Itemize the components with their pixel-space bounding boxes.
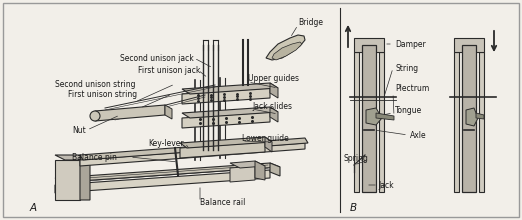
Polygon shape — [362, 45, 376, 192]
Polygon shape — [476, 113, 484, 119]
Text: Lower guide: Lower guide — [242, 134, 289, 143]
Polygon shape — [55, 170, 270, 193]
Polygon shape — [180, 142, 265, 158]
Text: First unison jack: First unison jack — [138, 66, 200, 75]
Polygon shape — [466, 108, 478, 126]
Text: Nut: Nut — [72, 125, 86, 134]
Text: Damper: Damper — [395, 40, 426, 48]
Polygon shape — [454, 52, 459, 192]
Polygon shape — [379, 52, 384, 192]
Text: Axle: Axle — [410, 130, 426, 139]
Polygon shape — [270, 107, 278, 122]
Text: First unison string: First unison string — [68, 90, 137, 99]
Polygon shape — [354, 52, 359, 192]
Text: Jack: Jack — [378, 180, 394, 189]
Text: Plectrum: Plectrum — [395, 84, 429, 92]
Text: Upper guides: Upper guides — [248, 73, 299, 82]
Text: String: String — [395, 64, 418, 73]
Text: Second unison jack: Second unison jack — [120, 53, 194, 62]
Polygon shape — [55, 163, 280, 182]
Polygon shape — [55, 160, 80, 200]
Text: Jack slides: Jack slides — [252, 101, 292, 110]
Text: B: B — [350, 203, 357, 213]
Polygon shape — [80, 155, 90, 200]
Polygon shape — [80, 143, 305, 166]
Text: Balance rail: Balance rail — [200, 198, 245, 207]
Text: A: A — [30, 203, 37, 213]
Polygon shape — [182, 83, 278, 94]
Polygon shape — [80, 138, 308, 160]
Polygon shape — [230, 161, 265, 168]
Polygon shape — [479, 52, 484, 192]
Polygon shape — [265, 137, 272, 152]
Polygon shape — [454, 38, 484, 52]
Polygon shape — [270, 163, 280, 176]
Polygon shape — [266, 35, 305, 60]
Text: Balance pin: Balance pin — [72, 152, 117, 161]
Polygon shape — [180, 137, 272, 148]
Polygon shape — [165, 105, 172, 119]
Polygon shape — [182, 112, 270, 128]
Polygon shape — [95, 105, 165, 121]
Text: Tongue: Tongue — [395, 106, 422, 114]
Text: Bridge: Bridge — [298, 18, 323, 26]
Text: Second unison string: Second unison string — [55, 79, 136, 88]
Polygon shape — [182, 88, 270, 104]
Polygon shape — [366, 108, 382, 125]
Polygon shape — [272, 42, 302, 60]
Polygon shape — [376, 113, 394, 120]
Polygon shape — [230, 166, 255, 182]
Polygon shape — [462, 45, 476, 192]
Text: Spring: Spring — [344, 154, 369, 163]
Text: Key-lever: Key-lever — [148, 139, 184, 147]
Polygon shape — [55, 155, 90, 160]
Ellipse shape — [90, 111, 100, 121]
Polygon shape — [255, 161, 265, 180]
Polygon shape — [270, 83, 278, 98]
Polygon shape — [354, 38, 384, 52]
Polygon shape — [182, 107, 278, 118]
